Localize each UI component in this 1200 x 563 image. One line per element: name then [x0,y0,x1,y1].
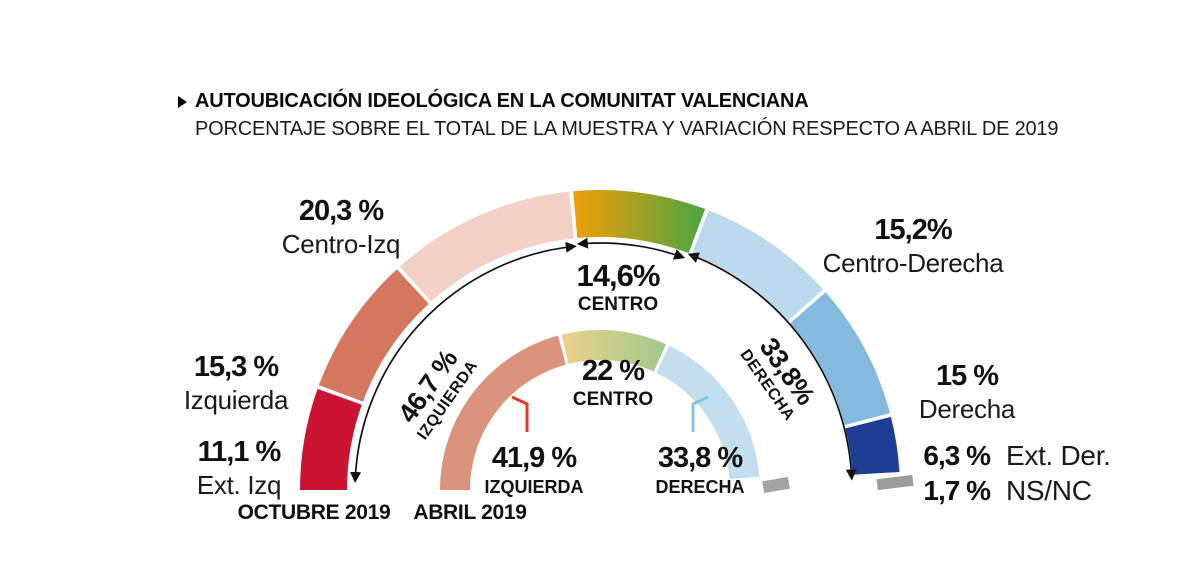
izquierda-inner-value: 41,9 % [491,442,577,474]
segment-chip-inner [762,476,790,494]
callout-centro-izq-label: Centro-Izq [281,229,401,259]
callout-centro-derecha: 15,2% Centro-Derecha [823,216,1004,278]
pointer-izquierda-inner [511,395,529,432]
arrow-arc-derecha [687,252,857,481]
segment-outer-Centro-Izq [399,191,575,302]
page-subtitle: PORCENTAJE SOBRE EL TOTAL DE LA MUESTRA … [195,118,1059,140]
header: AUTOUBICACIÓN IDEOLÓGICA EN LA COMUNITAT… [178,90,1058,141]
derecha-outer-value: 15 % [935,360,999,392]
centro-inner-value: 22 % [581,355,645,387]
segment-outer-Ext. Izq [300,388,362,491]
legend-ext-der: 6,3 % Ext. Der. [898,438,1111,473]
derecha-inner-label: DERECHA [655,477,745,497]
izquierda-inner-label: IZQUIERDA [484,477,584,497]
pointer-derecha-inner [691,395,709,432]
derecha-inner-value: 33,8 % [657,442,743,474]
callout-izquierda-label: Izquierda [183,385,289,415]
centro-outer-value: 14,6% [576,258,661,293]
callout-ext-izq-value: 11,1 % [197,436,282,468]
ring-title-abril-2019: ABRIL 2019 [413,501,527,524]
nsnc-label: NS/NC [1006,475,1092,506]
derecha-outer-label: Derecha [918,394,1016,424]
callout-ext-izq-label: Ext. Izq [196,470,282,500]
legend-nsnc: 1,7 % NS/NC [898,473,1111,508]
nsnc-value: 1,7 % [923,475,991,506]
ring-title-octubre-2019: OCTUBRE 2019 [237,501,391,524]
callout-centro-inner: 22 % CENTRO [573,357,653,411]
segment-chip-outer [876,474,914,491]
callout-centro-izq-value: 20,3 % [298,195,384,227]
centro-inner-label: CENTRO [572,389,654,410]
callout-ext-izq: 11,1 % Ext. Izq [196,436,282,500]
page-title: AUTOUBICACIÓN IDEOLÓGICA EN LA COMUNITAT… [195,90,809,112]
segment-outer-Ext. Der. [845,416,900,476]
segment-outer-Izquierda [318,269,430,402]
bullet-arrow-icon [178,96,187,108]
centro-derecha-label: Centro-Derecha [822,248,1004,278]
right-legend: 6,3 % Ext. Der. 1,7 % NS/NC [898,438,1111,508]
callout-centro-izq: 20,3 % Centro-Izq [281,195,401,259]
centro-derecha-value: 15,2% [874,214,952,246]
callout-derecha-inner: 33,8 % DERECHA [655,444,744,498]
segment-outer-CENTRO [573,190,706,254]
callout-izquierda-value: 15,3 % [193,351,279,383]
ext-der-value: 6,3 % [923,440,991,471]
callout-izquierda-outer: 15,3 % Izquierda [183,351,289,415]
callout-izquierda-inner: 41,9 % IZQUIERDA [485,444,584,498]
ext-der-label: Ext. Der. [1006,440,1111,471]
callout-derecha-outer: 15 % Derecha [919,362,1015,424]
segment-outer-Derecha [789,292,890,426]
arrow-arc-izquierda [350,241,577,484]
segment-outer-Centro-Derecha [691,210,823,322]
centro-outer-label: CENTRO [577,294,659,315]
callout-centro-outer: 14,6% CENTRO [576,258,661,316]
arrow-arc-centro [576,237,686,260]
